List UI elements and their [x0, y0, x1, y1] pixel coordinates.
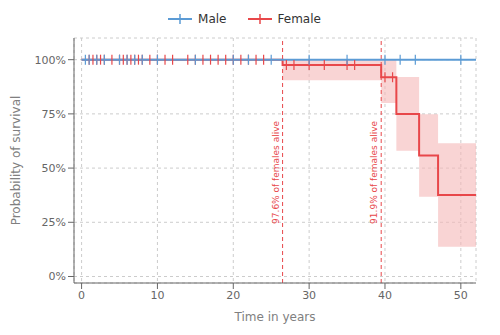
- svg-text:0: 0: [78, 289, 85, 302]
- svg-text:20: 20: [226, 289, 240, 302]
- html-text:Male: Male: [198, 12, 227, 26]
- svg-text:0%: 0%: [49, 270, 66, 283]
- svg-text:91.9% of females alive: 91.9% of females alive: [369, 120, 379, 223]
- svg-text:25%: 25%: [42, 216, 66, 229]
- svg-text:40: 40: [378, 289, 392, 302]
- svg-text:30: 30: [302, 289, 316, 302]
- svg-text:75%: 75%: [42, 108, 66, 121]
- svg-text:Probability of survival: Probability of survival: [9, 96, 23, 226]
- html-text:Female: Female: [277, 12, 321, 26]
- svg-text:10: 10: [150, 289, 164, 302]
- svg-text:50%: 50%: [42, 162, 66, 175]
- svg-text:100%: 100%: [35, 54, 66, 67]
- svg-text:Time in years: Time in years: [234, 310, 316, 324]
- svg-text:50: 50: [454, 289, 468, 302]
- svg-text:97.6% of females alive: 97.6% of females alive: [271, 120, 281, 223]
